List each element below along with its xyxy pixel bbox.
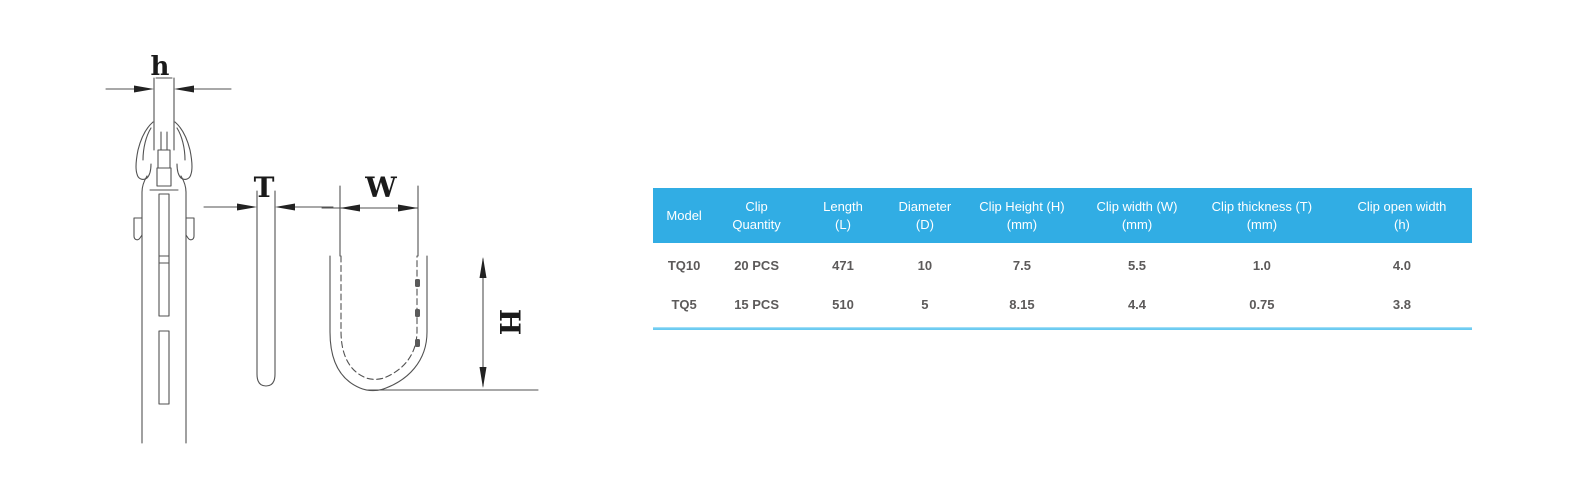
col-header-line: (L) <box>835 216 851 232</box>
spec-row-tq5: TQ5 15 PCS 510 5 8.15 4.4 0.75 3.8 <box>653 286 1472 322</box>
col-header-line: Clip thickness (T) <box>1211 198 1313 214</box>
col-header-model: Model <box>653 188 716 243</box>
cell-diameter: 10 <box>917 258 933 273</box>
front-view-ticks <box>415 279 420 347</box>
needle-jaw-right <box>174 121 193 180</box>
spec-table: Model Clip Quantity Length (L) Diameter … <box>653 188 1472 330</box>
needle-shaft <box>153 77 175 151</box>
cell-clip-thickness: 0.75 <box>1249 296 1275 312</box>
cell-clip-open-width: 3.8 <box>1392 296 1411 312</box>
needle-tab-right <box>185 217 195 241</box>
col-header-diameter: Diameter (D) <box>888 188 962 243</box>
col-header-clip-width: Clip width (W) (mm) <box>1082 188 1192 243</box>
cell-clip-open-width: 4.0 <box>1392 258 1411 273</box>
cell-length: 510 <box>832 296 854 312</box>
dim-H-label: H <box>493 309 526 335</box>
col-header-line: (h) <box>1394 216 1410 232</box>
spec-table-grid: Model Clip Quantity Length (L) Diameter … <box>653 188 1472 322</box>
cell-diameter: 5 <box>921 296 929 312</box>
needle-slot-lower <box>158 330 170 405</box>
dim-W-label: W <box>364 171 397 204</box>
dim-W: W <box>321 171 419 257</box>
dim-h-label: h <box>151 52 170 82</box>
front-view-outer <box>329 255 428 392</box>
cell-clip-height: 8.15 <box>1009 296 1035 312</box>
clip-front-view <box>329 255 428 392</box>
cell-model: TQ5 <box>671 296 697 312</box>
needle-latch-box <box>156 167 172 187</box>
col-header-line: Clip <box>745 198 768 214</box>
cell-clip-thickness: 1.0 <box>1252 258 1271 273</box>
col-header-clip-open-width: Clip open width (h) <box>1331 188 1472 243</box>
front-view-inner <box>340 255 418 380</box>
cell-length: 471 <box>832 258 854 273</box>
col-header-line: Clip width (W) <box>1096 198 1178 214</box>
needle-jaw-right-inner <box>176 127 186 161</box>
needle-tab-left <box>133 217 143 241</box>
dim-W-arrows <box>340 204 418 212</box>
dim-H: H <box>367 257 539 391</box>
dim-h-arrows <box>134 85 194 93</box>
side-view-bar <box>256 190 276 387</box>
needle-front-view <box>133 77 195 444</box>
cell-clip-quantity: 15 PCS <box>734 296 779 312</box>
col-header-line: Quantity <box>732 216 781 232</box>
needle-jaw-left <box>135 121 154 180</box>
clip-technical-drawing: h T <box>105 52 539 444</box>
dim-T: T <box>203 171 334 211</box>
clip-side-view <box>256 190 276 387</box>
dim-W-extension-lines <box>339 185 419 257</box>
col-header-line: (D) <box>915 216 934 232</box>
needle-jaw-left-inner <box>142 127 152 161</box>
col-header-clip-thickness: Clip thickness (T) (mm) <box>1191 188 1332 243</box>
cell-clip-quantity: 20 PCS <box>734 258 779 273</box>
col-header-line: Clip Height (H) <box>979 198 1065 214</box>
dim-h: h <box>105 52 232 93</box>
col-header-line: Length <box>823 198 863 214</box>
col-header-line: (mm) <box>1006 216 1038 232</box>
dim-T-arrows <box>237 203 295 211</box>
needle-latch <box>157 131 171 169</box>
cell-clip-width: 5.5 <box>1127 258 1147 273</box>
col-header-clip-quantity: Clip Quantity <box>715 188 798 243</box>
needle-shoulders <box>141 175 187 193</box>
col-header-clip-height: Clip Height (H) (mm) <box>961 188 1083 243</box>
needle-body <box>141 191 187 444</box>
col-header-length: Length (L) <box>797 188 889 243</box>
table-bottom-accent-line <box>653 327 1472 330</box>
col-header-line: Model <box>666 207 702 223</box>
dim-T-label: T <box>254 171 275 204</box>
spec-table-header: Model Clip Quantity Length (L) Diameter … <box>653 188 1472 243</box>
cell-clip-height: 7.5 <box>1012 258 1031 273</box>
col-header-line: (mm) <box>1121 216 1153 232</box>
cell-clip-width: 4.4 <box>1127 296 1147 312</box>
cell-model: TQ10 <box>667 258 701 273</box>
col-header-line: Diameter <box>898 198 952 214</box>
spec-row-tq10: TQ10 20 PCS 471 10 7.5 5.5 1.0 4.0 <box>653 243 1472 286</box>
col-header-line: Clip open width <box>1357 198 1447 214</box>
col-header-line: (mm) <box>1246 216 1278 232</box>
needle-slot-upper <box>158 193 170 317</box>
